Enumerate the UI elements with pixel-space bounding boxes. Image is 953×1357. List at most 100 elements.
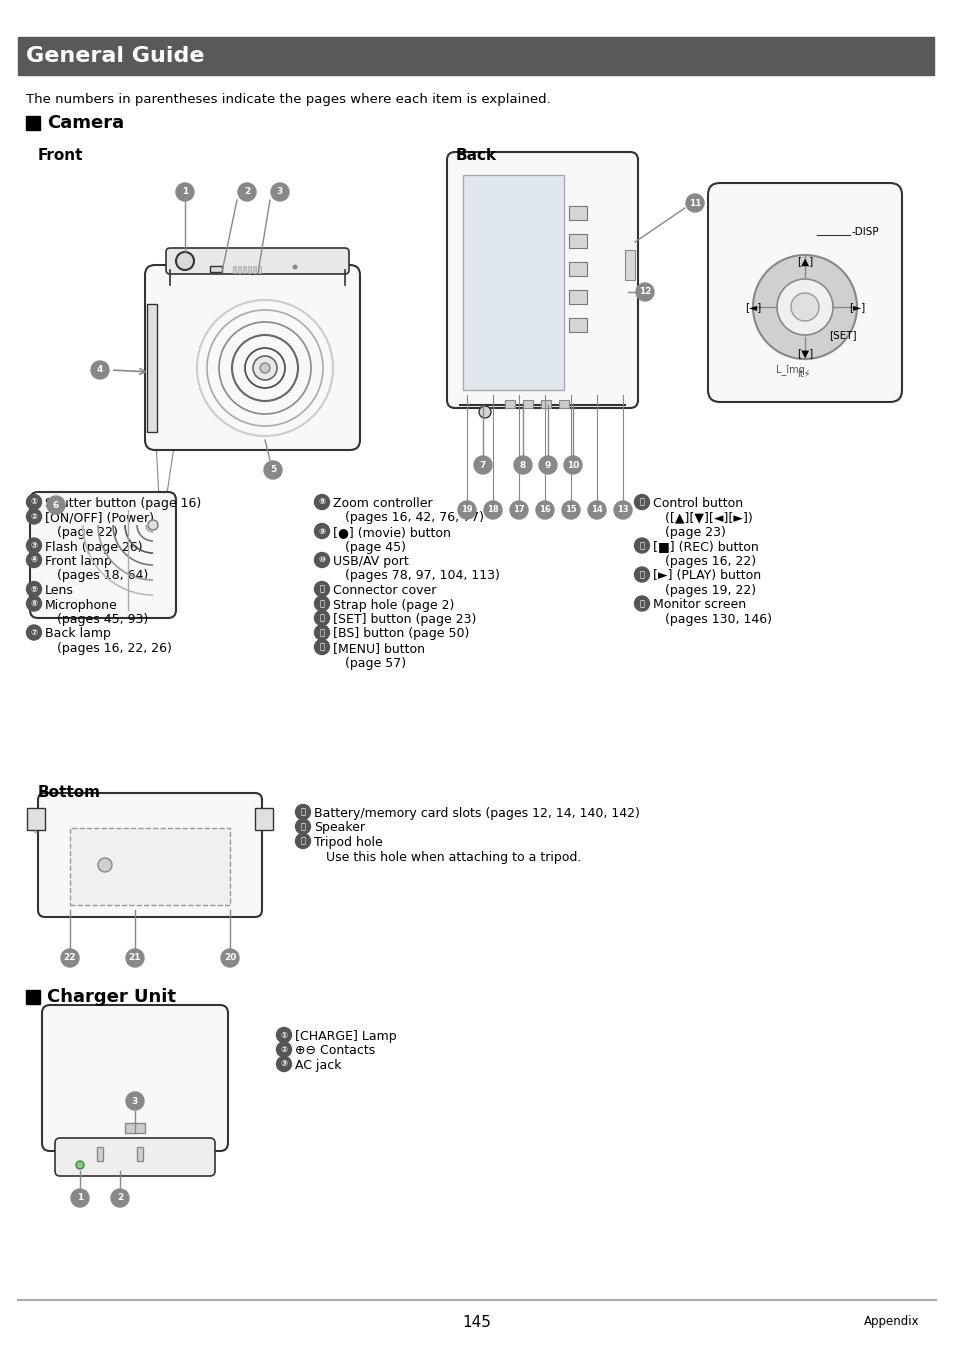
Text: L_îmq: L_îmq	[775, 365, 803, 376]
Text: (pages 130, 146): (pages 130, 146)	[652, 613, 771, 626]
Bar	[248, 266, 251, 273]
Text: ⑰: ⑰	[639, 541, 644, 550]
Bar	[253, 266, 255, 273]
Text: Strap hole (page 2): Strap hole (page 2)	[333, 598, 454, 612]
Circle shape	[474, 456, 492, 474]
FancyBboxPatch shape	[42, 1006, 228, 1151]
Text: Monitor screen: Monitor screen	[652, 598, 745, 612]
Circle shape	[314, 596, 329, 611]
Text: Connector cover: Connector cover	[333, 584, 436, 597]
FancyBboxPatch shape	[166, 248, 349, 274]
Text: 1: 1	[77, 1194, 83, 1202]
Circle shape	[27, 582, 42, 597]
Circle shape	[314, 611, 329, 626]
FancyBboxPatch shape	[38, 792, 262, 917]
Circle shape	[126, 1092, 144, 1110]
Text: 6: 6	[52, 501, 59, 509]
Text: AC jack: AC jack	[294, 1058, 341, 1072]
Circle shape	[27, 494, 42, 509]
Text: [SET] button (page 23): [SET] button (page 23)	[333, 613, 476, 626]
Bar	[462, 175, 564, 389]
Text: 16: 16	[538, 506, 550, 514]
Circle shape	[27, 626, 42, 641]
Text: [◄]: [◄]	[744, 303, 760, 312]
Text: 4: 4	[96, 365, 103, 375]
Text: ⑵: ⑵	[300, 836, 305, 845]
Text: (pages 18, 64): (pages 18, 64)	[45, 570, 148, 582]
Text: 10: 10	[566, 460, 578, 470]
Text: 22: 22	[64, 954, 76, 962]
Text: ⑤: ⑤	[30, 585, 37, 593]
Circle shape	[634, 537, 649, 554]
Circle shape	[752, 255, 856, 360]
Circle shape	[295, 820, 310, 835]
Text: ①: ①	[30, 498, 37, 506]
Circle shape	[27, 596, 42, 611]
Text: ⑩: ⑩	[318, 555, 325, 565]
Circle shape	[76, 1162, 84, 1168]
Circle shape	[790, 293, 818, 322]
Bar	[558, 400, 568, 408]
Circle shape	[314, 626, 329, 641]
Circle shape	[614, 501, 631, 518]
Bar	[243, 266, 246, 273]
Bar	[70, 828, 230, 905]
Text: [CHARGE] Lamp: [CHARGE] Lamp	[294, 1030, 396, 1044]
Text: Microphone: Microphone	[45, 598, 117, 612]
Text: 3: 3	[276, 187, 283, 197]
Bar	[568, 290, 586, 304]
Text: (page 57): (page 57)	[333, 657, 406, 669]
Text: ⑮: ⑮	[319, 642, 324, 651]
Circle shape	[314, 494, 329, 509]
Circle shape	[314, 524, 329, 539]
Text: ⑨: ⑨	[318, 527, 325, 536]
Circle shape	[111, 1189, 129, 1206]
Circle shape	[264, 461, 282, 479]
Text: Tripod hole: Tripod hole	[314, 836, 382, 849]
Circle shape	[27, 537, 42, 554]
Circle shape	[175, 183, 193, 201]
Text: ①: ①	[280, 1030, 287, 1039]
Text: (pages 16, 42, 76, 77): (pages 16, 42, 76, 77)	[333, 512, 483, 525]
Text: (page 22): (page 22)	[45, 527, 118, 539]
Text: Front: Front	[38, 148, 84, 163]
Text: ⑧: ⑧	[318, 498, 325, 506]
Bar	[254, 807, 273, 830]
Bar	[97, 1147, 103, 1162]
Text: [▼]: [▼]	[796, 347, 812, 358]
Circle shape	[221, 949, 239, 968]
Text: Back lamp: Back lamp	[45, 627, 111, 641]
Text: [►]: [►]	[848, 303, 864, 312]
Text: Appendix: Appendix	[863, 1315, 919, 1329]
Bar	[257, 266, 261, 273]
Text: 17: 17	[513, 506, 524, 514]
Text: ⑯: ⑯	[639, 498, 644, 506]
Text: 7: 7	[479, 460, 486, 470]
Text: Zoom controller: Zoom controller	[333, 497, 432, 510]
Bar	[210, 266, 222, 271]
Text: Battery/memory card slots (pages 12, 14, 140, 142): Battery/memory card slots (pages 12, 14,…	[314, 807, 639, 820]
Circle shape	[148, 520, 158, 531]
Circle shape	[457, 501, 476, 518]
Text: USB/AV port: USB/AV port	[333, 555, 408, 569]
Circle shape	[514, 456, 532, 474]
Circle shape	[776, 280, 832, 335]
Circle shape	[685, 194, 703, 212]
Circle shape	[91, 361, 109, 379]
Text: ⑱: ⑱	[639, 570, 644, 579]
Bar	[568, 318, 586, 332]
Text: Charger Unit: Charger Unit	[47, 988, 175, 1006]
Text: ⑥: ⑥	[30, 598, 37, 608]
Text: ⑦: ⑦	[30, 628, 37, 636]
Bar	[147, 304, 157, 432]
Circle shape	[71, 1189, 89, 1206]
Text: General Guide: General Guide	[26, 46, 204, 66]
Text: ⑪: ⑪	[319, 585, 324, 593]
Text: Front lamp: Front lamp	[45, 555, 112, 569]
Circle shape	[314, 582, 329, 597]
Text: ⑳: ⑳	[300, 807, 305, 817]
Text: ④: ④	[30, 555, 37, 565]
Text: 18: 18	[487, 506, 498, 514]
Circle shape	[175, 252, 193, 270]
Circle shape	[98, 858, 112, 873]
